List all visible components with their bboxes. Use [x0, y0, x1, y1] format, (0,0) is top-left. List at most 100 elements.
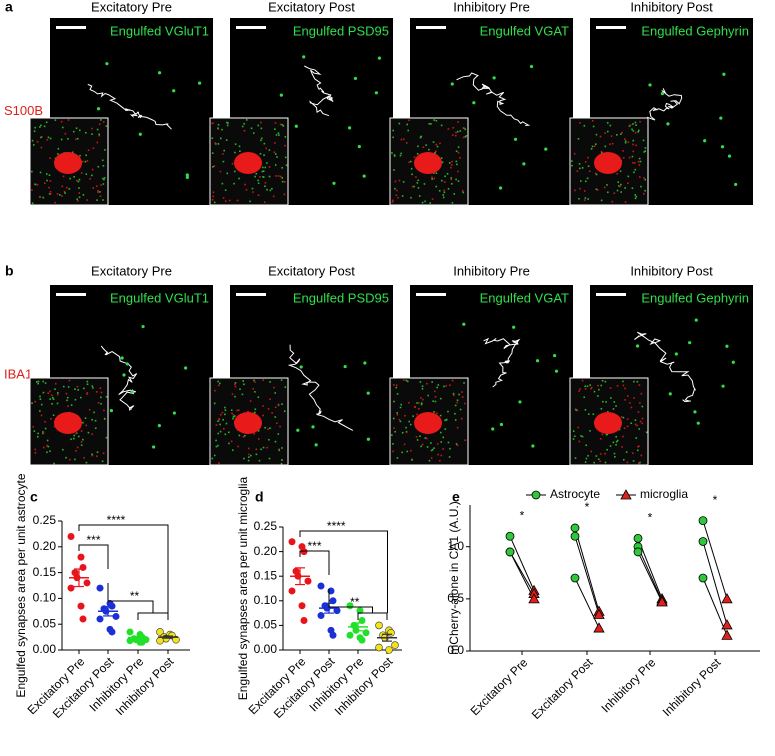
engulfed-puncta — [720, 145, 725, 149]
inset-puncta — [640, 392, 643, 395]
inset-puncta — [279, 175, 282, 178]
engulfed-puncta — [197, 81, 202, 85]
inset-puncta — [277, 403, 280, 406]
column-title: Inhibitory Post — [630, 263, 713, 278]
inset-puncta — [49, 390, 51, 393]
marker-label: Engulfed VGAT — [480, 290, 569, 305]
inset-puncta — [599, 438, 602, 440]
inset-puncta — [84, 160, 87, 163]
inset-puncta — [635, 144, 637, 147]
inset-puncta — [264, 182, 267, 184]
inset-puncta — [211, 199, 214, 201]
inset-puncta — [225, 422, 228, 425]
inset-puncta — [440, 441, 443, 443]
inset-puncta — [57, 147, 60, 150]
inset-puncta — [40, 136, 42, 139]
inset-puncta — [433, 447, 435, 449]
marker-label: Engulfed VGluT1 — [110, 23, 209, 38]
engulfed-puncta — [499, 422, 504, 427]
inset-puncta — [434, 400, 437, 403]
inset-puncta — [239, 388, 241, 390]
inset-puncta — [69, 458, 71, 461]
inset-puncta — [601, 152, 603, 154]
inset-puncta — [49, 157, 51, 159]
inset-puncta — [617, 181, 620, 183]
inset-puncta — [633, 162, 636, 164]
inset-puncta — [580, 435, 582, 437]
engulfed-puncta — [648, 83, 652, 87]
inset-puncta — [457, 146, 460, 148]
inset-puncta — [442, 448, 444, 450]
inset-puncta — [597, 458, 600, 461]
inset-puncta — [102, 121, 105, 123]
data-point — [698, 537, 708, 546]
inset-puncta — [579, 167, 581, 170]
inset-puncta — [591, 386, 593, 389]
inset-puncta — [584, 409, 587, 411]
inset-puncta — [281, 177, 283, 179]
inset-puncta — [456, 399, 459, 402]
inset-puncta — [638, 384, 641, 386]
y-tick-label: 0.20 — [254, 544, 278, 558]
inset-puncta — [574, 457, 577, 459]
inset-puncta — [98, 123, 101, 126]
inset-puncta — [641, 405, 644, 408]
marker-label: Engulfed PSD95 — [293, 23, 389, 38]
engulfed-puncta — [353, 76, 358, 81]
inset-puncta — [613, 401, 616, 403]
inset-puncta — [642, 139, 645, 142]
inset-puncta — [215, 445, 218, 448]
inset-puncta — [574, 408, 577, 410]
inset-puncta — [76, 137, 79, 140]
inset-puncta — [277, 175, 280, 177]
engulfed-puncta — [727, 154, 732, 158]
inset-puncta — [583, 190, 586, 192]
inset-puncta — [34, 400, 37, 403]
inset-puncta — [226, 124, 229, 127]
inset-puncta — [217, 432, 220, 435]
inset-puncta — [590, 450, 592, 453]
inset-puncta — [622, 150, 624, 152]
inset-puncta — [575, 409, 577, 411]
cell-outline — [87, 83, 172, 130]
inset-puncta — [234, 395, 236, 398]
inset-puncta — [580, 180, 582, 182]
inset-puncta — [618, 428, 621, 431]
inset-puncta — [92, 147, 95, 149]
inset-puncta — [445, 418, 448, 421]
inset-puncta — [599, 453, 602, 455]
inset-puncta — [257, 396, 260, 398]
inset-puncta — [427, 394, 429, 397]
inset-puncta — [410, 167, 413, 170]
inset-puncta — [405, 431, 408, 434]
significance-bracket — [328, 589, 373, 613]
data-point — [329, 597, 337, 605]
inset-puncta — [635, 195, 638, 198]
data-point — [288, 538, 296, 546]
inset-puncta — [460, 417, 463, 420]
inset-puncta — [616, 385, 619, 387]
inset-puncta — [271, 187, 273, 190]
data-point — [112, 612, 120, 620]
inset-puncta — [56, 393, 59, 396]
inset-puncta — [571, 160, 573, 162]
inset-puncta — [89, 178, 91, 180]
inset-puncta — [638, 445, 640, 448]
inset-puncta — [234, 415, 236, 417]
inset-puncta — [422, 398, 424, 401]
inset-puncta — [280, 462, 283, 465]
inset-puncta — [264, 426, 266, 429]
inset-puncta — [100, 391, 103, 394]
cell-outline — [456, 72, 531, 126]
inset-puncta — [77, 180, 80, 183]
inset-puncta — [436, 145, 439, 148]
inset-puncta — [620, 191, 622, 193]
inset-puncta — [621, 446, 623, 448]
inset-puncta — [46, 451, 48, 454]
inset-puncta — [248, 456, 250, 458]
inset-puncta — [636, 424, 638, 427]
inset-puncta — [622, 458, 625, 461]
inset-puncta — [34, 183, 36, 186]
inset-puncta — [620, 416, 623, 418]
inset-puncta — [419, 381, 422, 383]
